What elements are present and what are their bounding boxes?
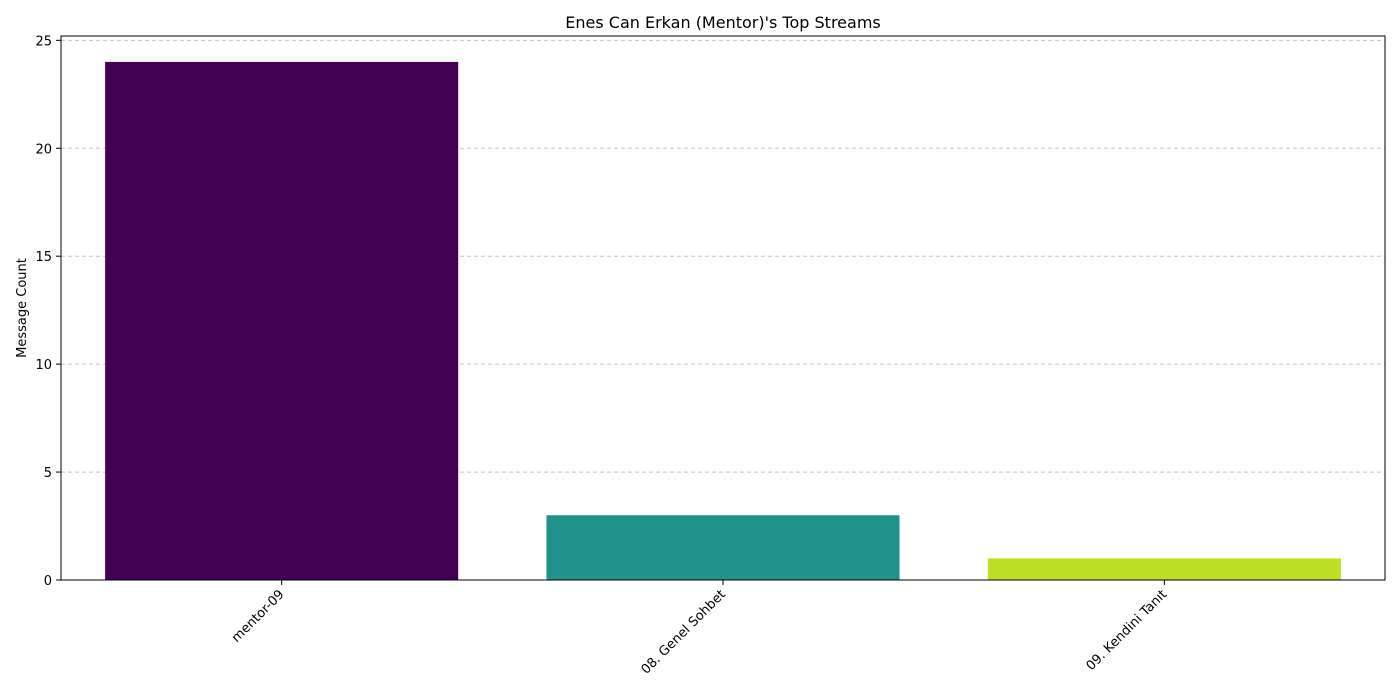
plot-frame: [60, 35, 1386, 581]
x-tick-label: 08. Genel Sohbet: [639, 587, 729, 677]
y-axis-label: Message Count: [15, 258, 30, 358]
y-tick-label: 15: [35, 250, 52, 265]
y-tick-label: 0: [44, 574, 52, 589]
bar: [987, 558, 1341, 580]
y-tick-label: 25: [35, 34, 52, 49]
y-tick-label: 20: [35, 142, 52, 157]
bar: [546, 515, 900, 580]
y-tick-label: 10: [35, 358, 52, 373]
bar: [105, 61, 459, 580]
y-axis-ticks: 0 5 10 15 20 25: [35, 34, 61, 589]
bars: [105, 61, 1341, 580]
x-axis-ticks: mentor-09 08. Genel Sohbet 09. Kendini Tan…: [229, 580, 1170, 677]
x-tick-label: mentor-09: [229, 587, 287, 645]
x-tick-label: 09. Kendini Tanıt: [1084, 587, 1171, 674]
y-tick-label: 5: [44, 466, 52, 481]
chart-title: Enes Can Erkan (Mentor)'s Top Streams: [565, 13, 880, 32]
